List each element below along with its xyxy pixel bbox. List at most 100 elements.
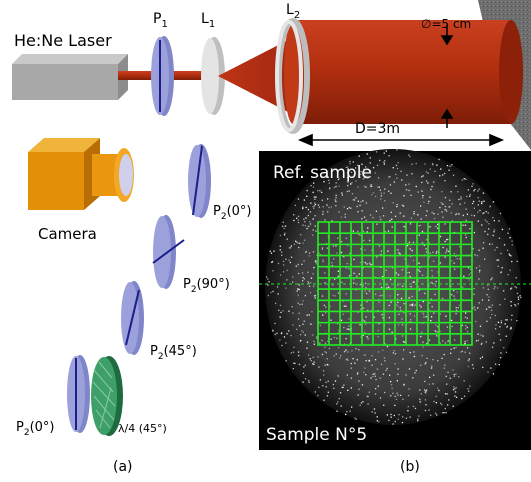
speckle-dot bbox=[464, 234, 467, 236]
speckle-dot bbox=[425, 214, 427, 217]
speckle-dot bbox=[506, 319, 508, 321]
speckle-dot bbox=[507, 274, 509, 276]
speckle-dot bbox=[435, 280, 437, 283]
speckle-dot bbox=[362, 261, 364, 263]
speckle-dot bbox=[302, 323, 304, 325]
speckle-dot bbox=[280, 311, 282, 314]
speckle-dot bbox=[322, 385, 324, 387]
speckle-dot bbox=[516, 260, 518, 262]
speckle-dot bbox=[338, 211, 340, 213]
speckle-dot bbox=[487, 288, 489, 290]
speckle-dot bbox=[385, 269, 387, 271]
speckle-dot bbox=[500, 320, 503, 322]
speckle-dot bbox=[394, 395, 396, 398]
speckle-dot bbox=[294, 362, 296, 365]
speckle-dot bbox=[411, 163, 413, 165]
speckle-dot bbox=[331, 262, 333, 264]
speckle-dot bbox=[317, 204, 320, 206]
speckle-dot bbox=[368, 290, 371, 292]
speckle-dot bbox=[283, 234, 286, 236]
speckle-dot bbox=[286, 333, 288, 335]
speckle-dot bbox=[351, 350, 353, 352]
speckle-dot bbox=[421, 354, 423, 357]
speckle-dot bbox=[386, 287, 388, 289]
speckle-dot bbox=[313, 343, 316, 345]
speckle-dot bbox=[272, 290, 274, 293]
speckle-dot bbox=[358, 388, 360, 390]
speckle-dot bbox=[443, 353, 445, 356]
speckle-dot bbox=[303, 218, 305, 220]
speckle-dot bbox=[455, 387, 457, 389]
speckle-dot bbox=[421, 274, 424, 276]
speckle-dot bbox=[488, 296, 490, 298]
speckle-dot bbox=[483, 212, 485, 214]
speckle-dot bbox=[445, 252, 447, 254]
speckle-dot bbox=[341, 194, 343, 196]
speckle-dot bbox=[309, 223, 312, 225]
speckle-dot bbox=[390, 301, 392, 303]
speckle-dot bbox=[503, 347, 505, 349]
speckle-dot bbox=[369, 162, 371, 164]
speckle-dot bbox=[437, 223, 439, 226]
speckle-dot bbox=[358, 273, 360, 275]
speckle-dot bbox=[413, 351, 415, 353]
speckle-dot bbox=[405, 189, 408, 191]
speckle-dot bbox=[409, 416, 411, 418]
speckle-dot bbox=[311, 311, 313, 313]
speckle-dot bbox=[371, 411, 373, 413]
speckle-dot bbox=[442, 246, 444, 249]
speckle-dot bbox=[302, 272, 304, 274]
speckle-dot bbox=[360, 201, 362, 203]
speckle-dot bbox=[403, 225, 405, 228]
speckle-dot bbox=[466, 195, 468, 198]
speckle-dot bbox=[447, 404, 449, 406]
speckle-dot bbox=[444, 196, 447, 199]
speckle-dot bbox=[395, 272, 398, 274]
speckle-dot bbox=[339, 392, 342, 394]
speckle-dot bbox=[376, 416, 378, 418]
polarizer-p2-90deg bbox=[152, 215, 185, 289]
speckle-dot bbox=[376, 151, 378, 153]
speckle-dot bbox=[348, 275, 351, 277]
speckle-dot bbox=[368, 391, 370, 393]
speckle-dot bbox=[447, 250, 450, 252]
speckle-dot bbox=[430, 414, 432, 416]
speckle-dot bbox=[511, 244, 513, 246]
speckle-dot bbox=[408, 189, 410, 192]
speckle-dot bbox=[314, 196, 316, 198]
speckle-dot bbox=[346, 190, 348, 193]
speckle-dot bbox=[412, 405, 415, 407]
speckle-dot bbox=[419, 270, 421, 273]
speckle-dot bbox=[296, 290, 298, 292]
speckle-dot bbox=[293, 214, 295, 216]
speckle-dot bbox=[288, 247, 291, 249]
speckle-dot bbox=[302, 300, 304, 302]
speckle-dot bbox=[337, 375, 339, 377]
speckle-dot bbox=[322, 370, 325, 372]
speckle-dot bbox=[468, 390, 470, 392]
speckle-dot bbox=[364, 249, 366, 251]
speckle-dot bbox=[359, 324, 361, 326]
speckle-dot bbox=[453, 295, 455, 297]
speckle-dot bbox=[432, 359, 434, 361]
speckle-dot bbox=[281, 332, 283, 334]
speckle-dot bbox=[312, 334, 314, 336]
speckle-dot bbox=[297, 198, 300, 200]
speckle-dot bbox=[331, 264, 333, 267]
speckle-dot bbox=[429, 302, 431, 304]
speckle-dot bbox=[407, 410, 409, 412]
speckle-dot bbox=[281, 344, 283, 347]
speckle-dot bbox=[515, 277, 517, 279]
speckle-dot bbox=[473, 200, 475, 203]
speckle-dot bbox=[498, 220, 500, 222]
speckle-dot bbox=[325, 352, 327, 354]
speckle-dot bbox=[443, 412, 446, 414]
speckle-dot bbox=[345, 166, 347, 169]
polarizer-p2-0deg-bottom bbox=[67, 355, 90, 433]
speckle-dot bbox=[442, 412, 444, 414]
speckle-dot bbox=[499, 212, 502, 215]
speckle-dot bbox=[297, 263, 299, 266]
speckle-dot bbox=[377, 385, 379, 387]
speckle-dot bbox=[383, 161, 385, 163]
speckle-dot bbox=[336, 252, 338, 254]
